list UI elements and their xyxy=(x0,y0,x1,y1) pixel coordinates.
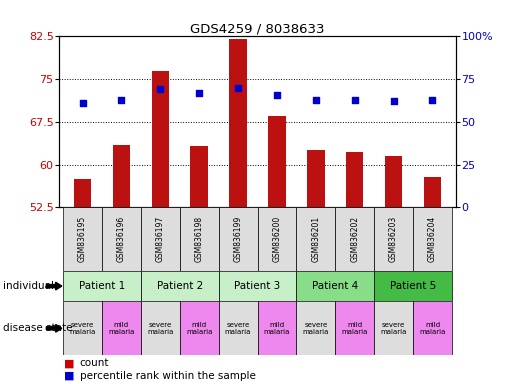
Point xyxy=(234,85,242,91)
Bar xyxy=(296,207,335,271)
Bar xyxy=(63,271,141,301)
Text: GSM836199: GSM836199 xyxy=(234,216,243,262)
Text: severe
malaria: severe malaria xyxy=(147,322,174,335)
Point xyxy=(195,90,203,96)
Bar xyxy=(413,301,452,355)
Bar xyxy=(258,301,296,355)
Point xyxy=(273,91,281,98)
Text: mild
malaria: mild malaria xyxy=(108,322,134,335)
Point xyxy=(78,100,87,106)
Bar xyxy=(374,271,452,301)
Text: GSM836197: GSM836197 xyxy=(156,216,165,262)
Text: count: count xyxy=(80,358,109,368)
Bar xyxy=(151,71,169,207)
Bar xyxy=(307,151,324,207)
Text: Patient 5: Patient 5 xyxy=(390,281,436,291)
Text: mild
malaria: mild malaria xyxy=(186,322,212,335)
Text: disease state: disease state xyxy=(3,323,72,333)
Text: severe
malaria: severe malaria xyxy=(381,322,407,335)
Bar xyxy=(74,179,91,207)
Bar xyxy=(219,207,258,271)
Text: GSM836203: GSM836203 xyxy=(389,216,398,262)
Text: GSM836196: GSM836196 xyxy=(117,216,126,262)
Bar xyxy=(113,145,130,207)
Bar xyxy=(268,116,286,207)
Text: GSM836195: GSM836195 xyxy=(78,216,87,262)
Text: GSM836204: GSM836204 xyxy=(428,216,437,262)
Text: individual: individual xyxy=(3,281,54,291)
Bar xyxy=(102,301,141,355)
Bar xyxy=(219,301,258,355)
Bar xyxy=(63,301,102,355)
Bar xyxy=(180,301,219,355)
Point xyxy=(351,97,359,103)
Bar xyxy=(374,207,413,271)
Text: Patient 4: Patient 4 xyxy=(312,281,358,291)
Bar xyxy=(413,207,452,271)
Bar xyxy=(346,152,364,207)
Bar xyxy=(385,156,402,207)
Bar xyxy=(102,207,141,271)
Bar xyxy=(296,271,374,301)
Text: ■: ■ xyxy=(64,358,75,368)
Point xyxy=(428,97,437,103)
Bar xyxy=(258,207,296,271)
Bar xyxy=(374,301,413,355)
Text: severe
malaria: severe malaria xyxy=(303,322,329,335)
Bar xyxy=(424,177,441,207)
Bar xyxy=(229,39,247,207)
Text: Patient 2: Patient 2 xyxy=(157,281,203,291)
Text: GSM836198: GSM836198 xyxy=(195,216,204,262)
Bar xyxy=(63,207,102,271)
Text: Patient 1: Patient 1 xyxy=(79,281,125,291)
Bar xyxy=(219,271,296,301)
Bar xyxy=(180,207,219,271)
Text: mild
malaria: mild malaria xyxy=(419,322,445,335)
Point xyxy=(389,98,398,104)
Bar xyxy=(141,207,180,271)
Text: mild
malaria: mild malaria xyxy=(264,322,290,335)
Point xyxy=(156,86,164,93)
Text: percentile rank within the sample: percentile rank within the sample xyxy=(80,371,256,381)
Bar xyxy=(141,301,180,355)
Text: mild
malaria: mild malaria xyxy=(341,322,368,335)
Text: severe
malaria: severe malaria xyxy=(225,322,251,335)
Bar xyxy=(335,301,374,355)
Bar xyxy=(141,271,219,301)
Point xyxy=(117,97,126,103)
Bar xyxy=(191,146,208,207)
Text: Patient 3: Patient 3 xyxy=(234,281,281,291)
Point xyxy=(312,97,320,103)
Text: GSM836200: GSM836200 xyxy=(272,216,281,262)
Text: severe
malaria: severe malaria xyxy=(70,322,96,335)
Text: GSM836201: GSM836201 xyxy=(311,216,320,262)
Bar xyxy=(335,207,374,271)
Text: ■: ■ xyxy=(64,371,75,381)
Text: GSM836202: GSM836202 xyxy=(350,216,359,262)
Title: GDS4259 / 8038633: GDS4259 / 8038633 xyxy=(190,22,325,35)
Bar xyxy=(296,301,335,355)
